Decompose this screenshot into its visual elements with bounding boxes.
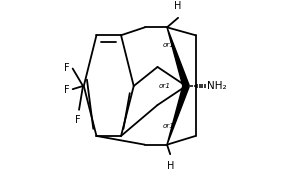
Text: F: F (64, 85, 70, 95)
Text: or1: or1 (163, 42, 175, 48)
Text: or1: or1 (159, 83, 171, 89)
Polygon shape (167, 27, 189, 87)
Text: F: F (64, 63, 70, 73)
Text: NH₂: NH₂ (207, 81, 226, 91)
Text: or1: or1 (163, 123, 175, 129)
Text: H: H (174, 2, 182, 12)
Polygon shape (167, 85, 189, 145)
Text: F: F (75, 115, 80, 125)
Text: H: H (167, 160, 174, 170)
